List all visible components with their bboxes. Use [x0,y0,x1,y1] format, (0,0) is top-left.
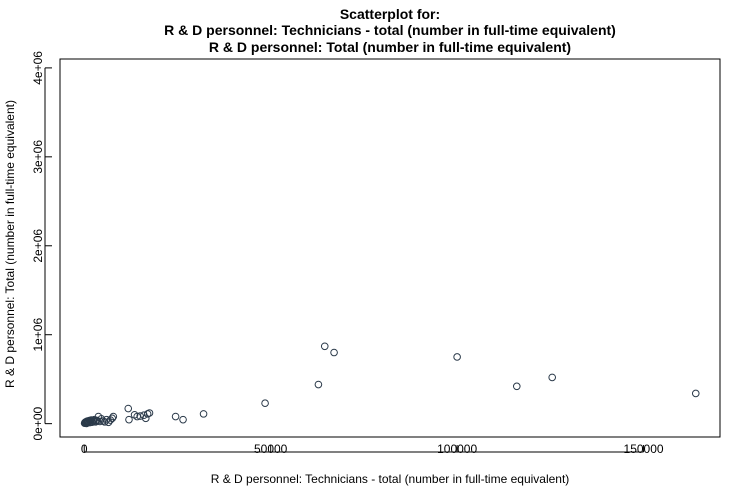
data-point [512,382,521,391]
x-tick-label: 50000 [254,442,288,456]
data-point [548,373,557,382]
data-point [320,342,329,351]
data-point [453,353,461,361]
data-point [145,409,154,417]
chart-subtitle-line-1: R & D personnel: Technicians - total (nu… [164,22,616,38]
y-axis-label: R & D personnel: Total (number in full-t… [3,100,17,388]
x-tick-label: 0 [81,442,88,456]
data-point [141,414,150,423]
data-point [109,412,118,421]
data-point [179,415,187,424]
data-point [199,410,208,418]
x-tick-label: 150000 [624,442,664,456]
y-tick-label: 0e+00 [31,406,45,440]
y-axis: 0e+00 1e+06 2e+06 3e+06 4e+06 [31,51,52,441]
x-tick-label: 100000 [437,442,477,456]
x-axis: 0 50000 100000 150000 [81,442,664,456]
data-point [125,415,133,424]
y-tick-label: 1e+06 [31,318,45,352]
data-point [93,417,102,425]
data-point [100,418,109,426]
plot-frame [59,58,721,438]
y-tick-label: 4e+06 [31,51,45,85]
chart-subtitle-line-2: R & D personnel: Total (number in full-t… [209,39,571,55]
data-point [108,414,116,423]
data-point [124,404,133,413]
data-point [330,348,338,357]
data-point [261,399,269,408]
chart-title: Scatterplot for: [340,6,440,22]
data-points [80,342,700,428]
y-tick-label: 2e+06 [31,229,45,263]
data-point [314,380,323,389]
x-axis-label: R & D personnel: Technicians - total (nu… [211,472,570,486]
data-point [691,389,700,398]
data-point [171,412,180,421]
y-tick-label: 3e+06 [31,140,45,174]
